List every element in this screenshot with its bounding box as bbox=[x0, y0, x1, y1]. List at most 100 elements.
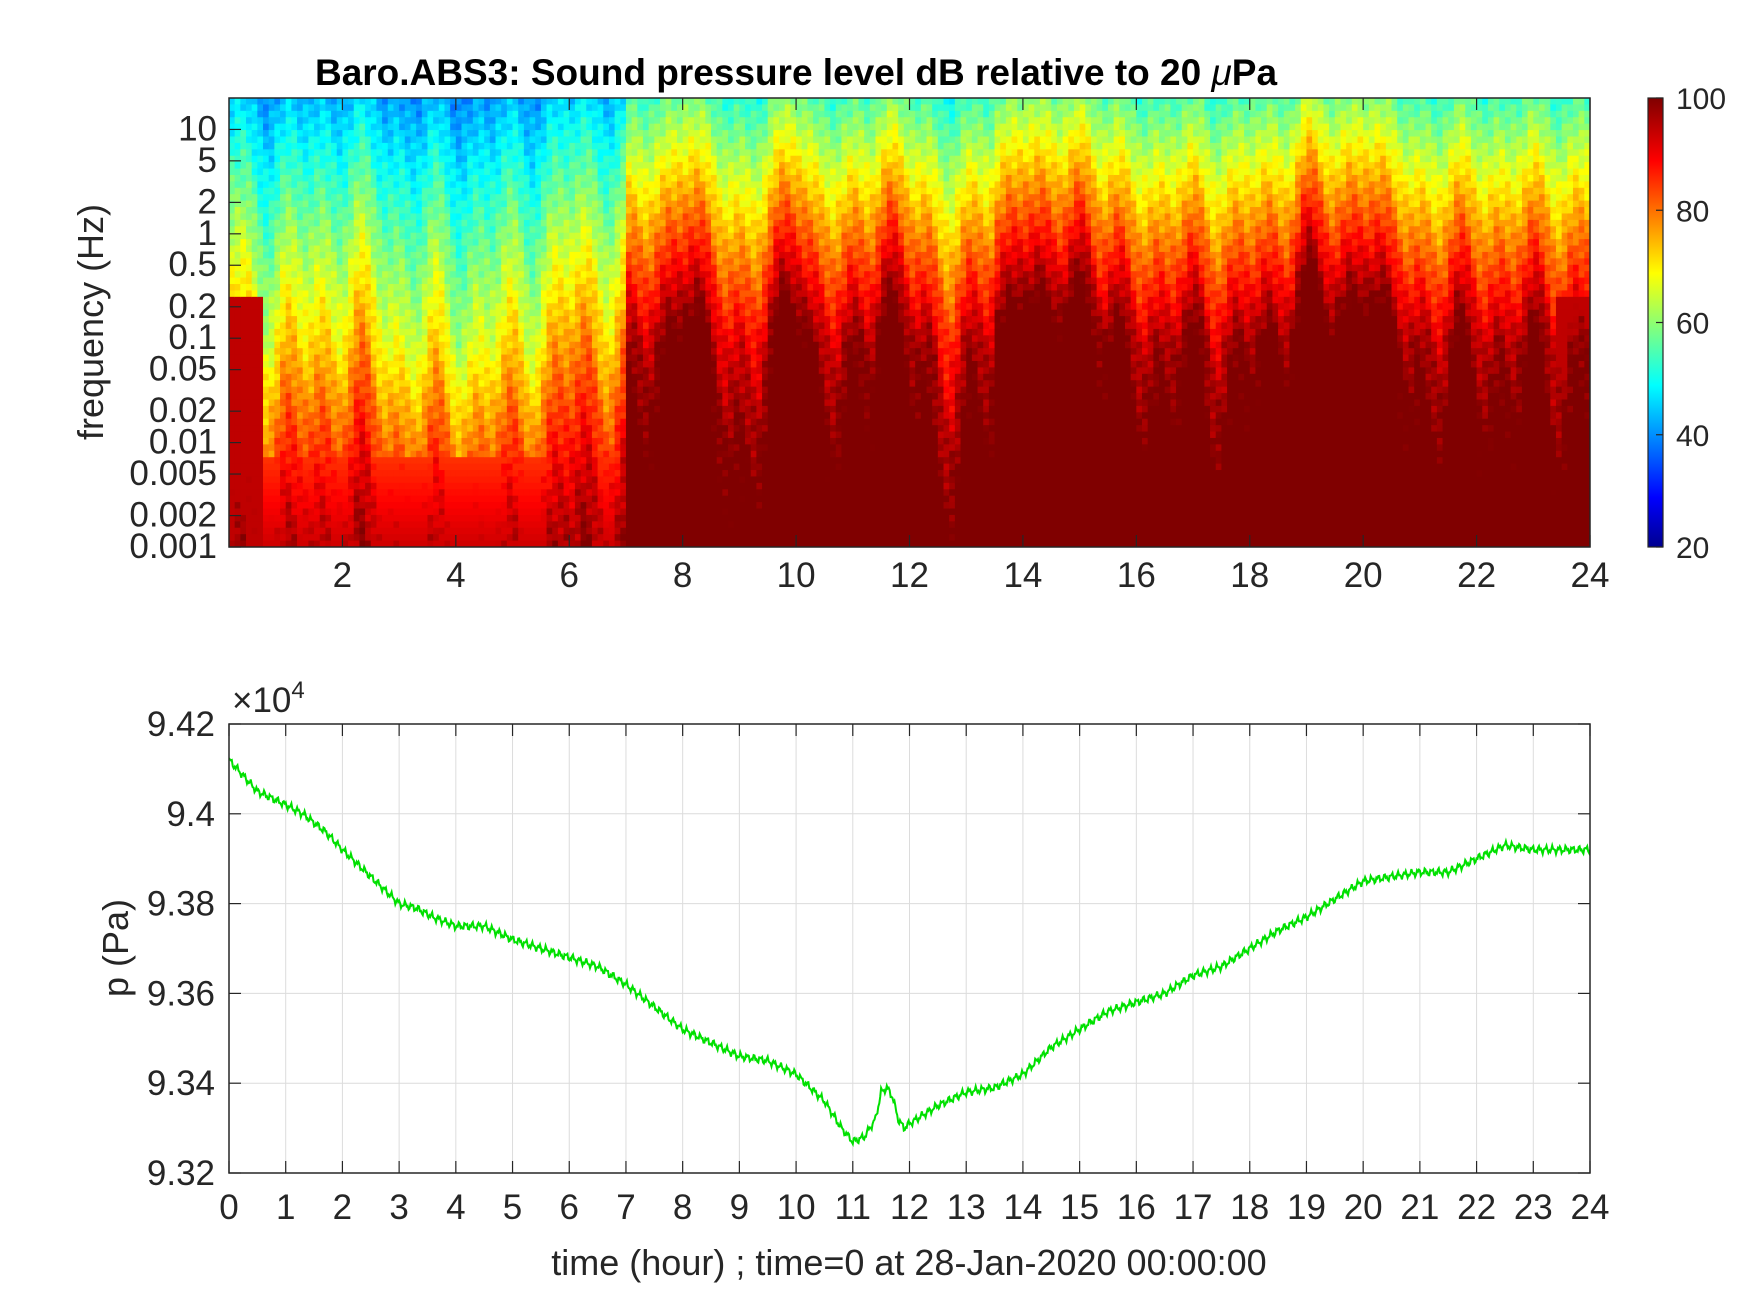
spectrogram-cell bbox=[540, 264, 548, 272]
spectrogram-cell bbox=[535, 328, 542, 336]
spectrogram-cell bbox=[574, 418, 582, 426]
spectrogram-cell bbox=[552, 373, 559, 381]
spectrogram-cell bbox=[535, 418, 542, 426]
spectrogram-cell bbox=[268, 514, 275, 522]
spectrogram-cell bbox=[597, 232, 604, 240]
spectrogram-cell bbox=[268, 328, 275, 336]
spectrogram-cell bbox=[353, 354, 361, 362]
spectrogram-cell bbox=[387, 495, 395, 503]
spectrogram-cell bbox=[416, 194, 423, 202]
spectrogram-cell bbox=[461, 155, 468, 163]
spectrogram-cell bbox=[438, 316, 446, 324]
spectrogram-cell bbox=[331, 123, 338, 131]
spectrogram-cell bbox=[444, 354, 451, 362]
spectrogram-cell bbox=[257, 450, 264, 458]
spectrogram-cell bbox=[246, 194, 253, 202]
spectrogram-cell bbox=[274, 142, 281, 150]
spectrogram-cell bbox=[257, 277, 264, 285]
spectrogram-cell bbox=[280, 322, 287, 330]
spectrogram-cell bbox=[359, 450, 366, 458]
spectrogram-cell bbox=[495, 521, 502, 529]
spectrogram-cell bbox=[523, 219, 531, 227]
spectrogram-cell bbox=[319, 399, 326, 407]
spectrogram-cell bbox=[438, 168, 446, 176]
spectrogram-cell bbox=[319, 322, 326, 330]
spectrogram-cell bbox=[455, 527, 463, 535]
spectrogram-cell bbox=[625, 187, 633, 195]
spectrogram-cell bbox=[348, 284, 355, 292]
spectrogram-cell bbox=[569, 405, 576, 413]
spectrogram-cell bbox=[608, 457, 616, 465]
spectrogram-cell bbox=[257, 117, 264, 125]
spectrogram-cell bbox=[467, 444, 474, 452]
spectrogram-cell bbox=[393, 271, 400, 279]
spectrogram-cell bbox=[608, 393, 616, 401]
spectrogram-cell bbox=[319, 271, 326, 279]
spectrogram-cell bbox=[291, 213, 298, 221]
spectrogram-cell bbox=[410, 207, 417, 215]
spectrogram-cell bbox=[251, 226, 258, 234]
spectrogram-cell bbox=[557, 219, 565, 227]
spectrogram-cell bbox=[529, 213, 536, 221]
spectrogram-cell bbox=[229, 418, 236, 426]
spectrogram-cell bbox=[393, 489, 400, 497]
spectrogram-cell bbox=[450, 489, 457, 497]
spectrogram-cell bbox=[319, 117, 326, 125]
spectrogram-cell bbox=[461, 194, 468, 202]
spectrogram-cell bbox=[518, 239, 525, 247]
spectrogram-cell bbox=[325, 181, 332, 189]
spectrogram-cell bbox=[257, 110, 264, 118]
spectrogram-cell bbox=[495, 386, 502, 394]
spectrogram-cell bbox=[257, 418, 264, 426]
spectrogram-cell bbox=[240, 328, 247, 336]
spectrogram-cell bbox=[382, 399, 389, 407]
spectrogram-cell bbox=[523, 271, 531, 279]
spectrogram-cell bbox=[319, 251, 326, 259]
spectrogram-cell bbox=[461, 271, 468, 279]
spectrogram-cell bbox=[308, 271, 315, 279]
spectrogram-cell bbox=[433, 534, 440, 542]
spectrogram-cell bbox=[319, 444, 326, 452]
spectrogram-cell bbox=[529, 284, 536, 292]
spectrogram-cell bbox=[257, 290, 264, 298]
spectrogram-cell bbox=[467, 386, 474, 394]
spectrogram-cell bbox=[569, 412, 576, 420]
spectrogram-cell bbox=[631, 149, 638, 157]
spectrogram-cell bbox=[461, 284, 468, 292]
spectrogram-cell bbox=[387, 502, 395, 510]
spectrogram-cell bbox=[552, 277, 559, 285]
spectrogram-cell bbox=[591, 508, 599, 516]
spectrogram-cell bbox=[506, 457, 514, 465]
spectrogram-cell bbox=[229, 226, 236, 234]
spectrogram-cell bbox=[376, 174, 383, 182]
spectrogram-cell bbox=[308, 219, 315, 227]
spectrogram-cell bbox=[467, 110, 474, 118]
spectrogram-cell bbox=[285, 425, 292, 433]
spectrogram-cell bbox=[234, 418, 241, 426]
spectrogram-cell bbox=[438, 412, 446, 420]
spectrogram-cell bbox=[450, 341, 457, 349]
spectrogram-cell bbox=[387, 328, 395, 336]
spectrogram-cell bbox=[404, 489, 412, 497]
spectrogram-cell bbox=[331, 502, 338, 510]
spectrogram-cell bbox=[285, 373, 292, 381]
spectrogram-cell bbox=[314, 219, 321, 227]
spectrogram-cell bbox=[246, 316, 253, 324]
spectrogram-cell bbox=[603, 380, 610, 388]
spectrogram-cell bbox=[416, 303, 423, 311]
spectrogram-cell bbox=[342, 187, 349, 195]
spectrogram-cell bbox=[506, 514, 514, 522]
spectrogram-cell bbox=[246, 322, 253, 330]
spectrogram-cell bbox=[444, 373, 451, 381]
spectrogram-cell bbox=[280, 476, 287, 484]
spectrogram-cell bbox=[353, 271, 361, 279]
spectrogram-cell bbox=[438, 98, 446, 106]
spectrogram-cell bbox=[518, 399, 525, 407]
spectrogram-cell bbox=[285, 142, 292, 150]
spectrogram-cell bbox=[399, 341, 406, 349]
spectrogram-cell bbox=[467, 277, 474, 285]
spectrogram-cell bbox=[280, 360, 287, 368]
spectrogram-cell bbox=[597, 489, 604, 497]
spectrogram-cell bbox=[331, 521, 338, 529]
spectrogram-cell bbox=[234, 393, 241, 401]
